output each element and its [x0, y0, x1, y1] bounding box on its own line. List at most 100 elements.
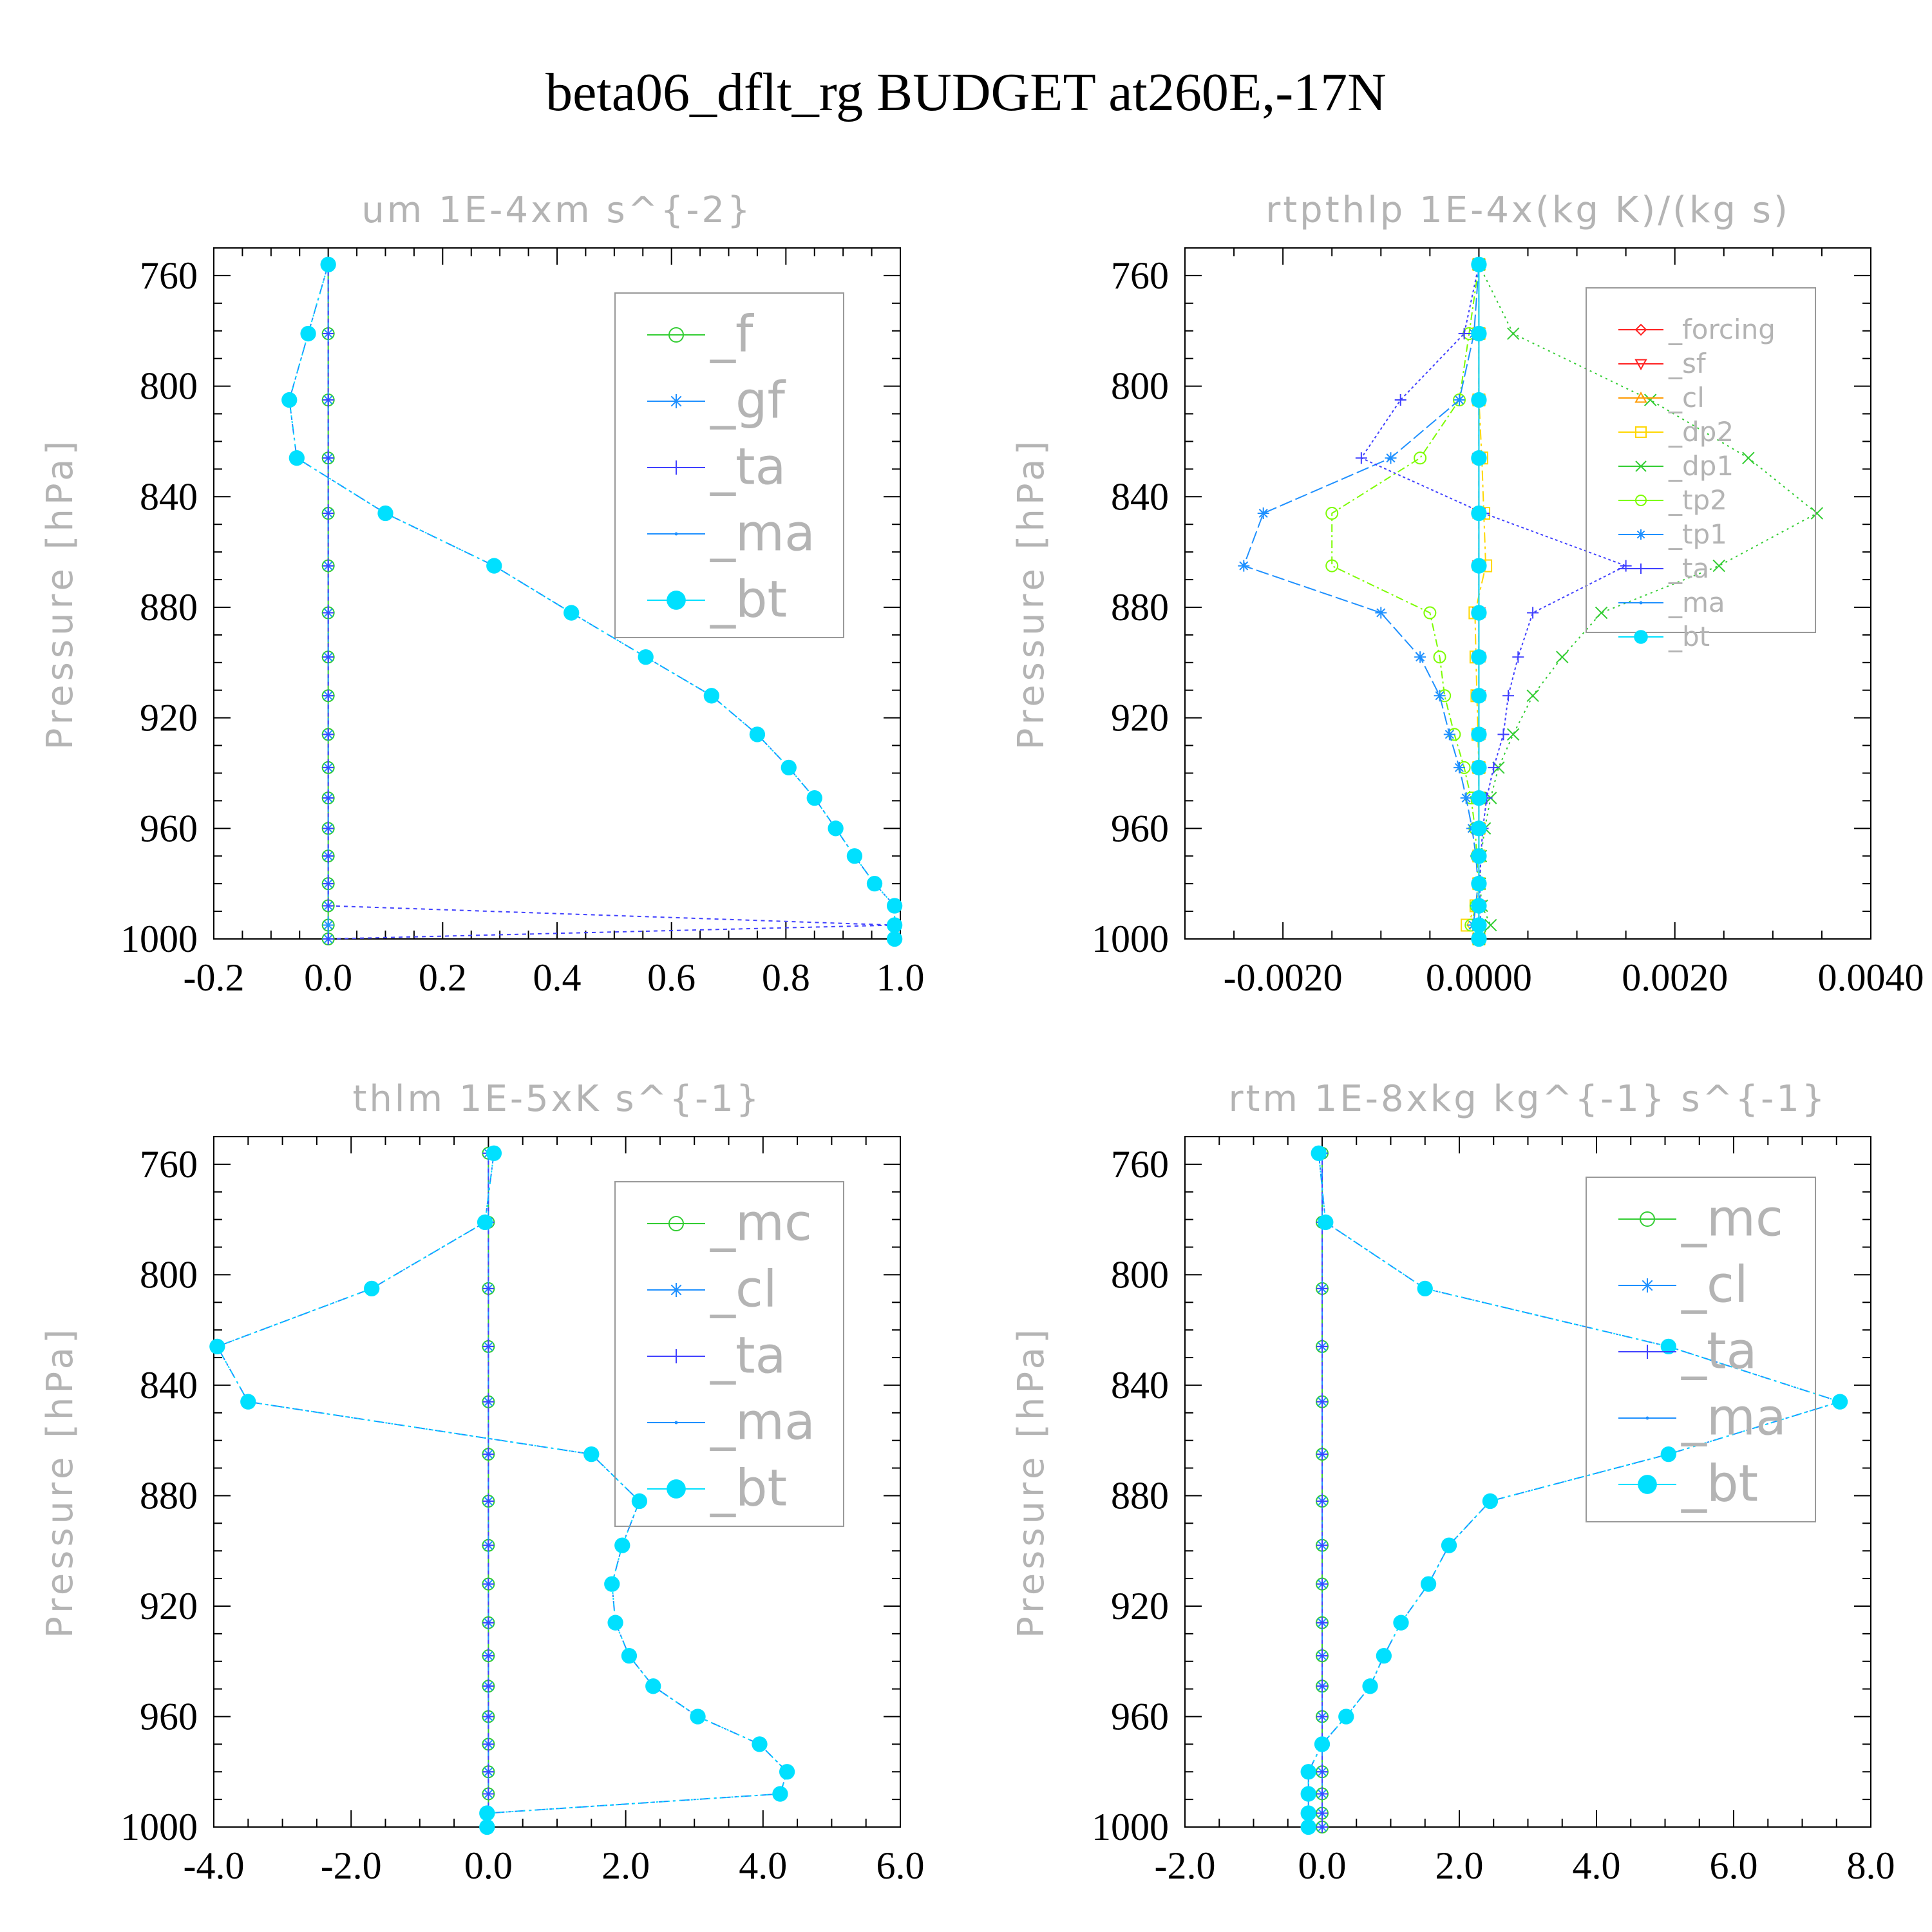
legend-label: _dp2: [1668, 416, 1734, 448]
marker-star: [1636, 529, 1646, 540]
legend-item: _ma: [1618, 1389, 1786, 1447]
legend: _mc _cl _ta _ma _bt: [1586, 1177, 1816, 1522]
series-dp1: [1472, 258, 1824, 945]
legend-item: _sf: [1618, 348, 1707, 379]
marker-x: [1556, 650, 1569, 663]
marker-filled-circle: [703, 688, 719, 704]
marker-filled-circle: [1471, 325, 1487, 342]
marker-plus: [322, 792, 334, 804]
x-tick-label: 0.0040: [1818, 956, 1924, 999]
marker-filled-circle: [1417, 1280, 1433, 1296]
marker-plus: [1316, 1821, 1328, 1833]
y-tick-label: 760: [1111, 1143, 1169, 1186]
marker-filled-circle: [1300, 1764, 1316, 1780]
y-tick-label: 840: [1111, 475, 1169, 518]
legend-label: _ma: [1681, 1389, 1786, 1447]
marker-filled-circle: [1300, 1786, 1316, 1802]
legend-item: _mc: [647, 1195, 812, 1253]
series-ma: [215, 1151, 789, 1829]
marker-circle: [1414, 451, 1427, 465]
x-tick-label: 0.8: [762, 956, 810, 999]
legend-label: _mc: [710, 1195, 812, 1253]
series-tp1: [1238, 258, 1485, 945]
series-bt: [1300, 1145, 1848, 1835]
marker-square: [1635, 426, 1647, 438]
marker-plus: [322, 560, 334, 572]
legend: _mc _cl _ta _ma _bt: [614, 1181, 844, 1527]
marker-filled-circle: [1471, 931, 1487, 947]
legend-item: _ta: [1618, 1323, 1757, 1381]
legend-label: _ta: [710, 439, 786, 497]
series-mc: [482, 1146, 495, 1833]
marker-filled-circle: [645, 1678, 661, 1694]
marker-dot: [1639, 601, 1643, 605]
marker-filled-circle: [1471, 790, 1487, 806]
y-axis-label: Pressure [hPa]: [1010, 1325, 1052, 1638]
series-ma: [287, 263, 896, 941]
marker-filled-circle: [1338, 1709, 1354, 1725]
y-tick-label: 1000: [1092, 1806, 1169, 1848]
marker-filled-circle: [1638, 1475, 1657, 1494]
x-tick-label: 0.0: [464, 1844, 513, 1887]
marker-plus: [1316, 1539, 1328, 1551]
marker-x: [1526, 689, 1539, 703]
legend-label: _bt: [1681, 1455, 1758, 1513]
x-tick-label: 2.0: [1435, 1844, 1484, 1887]
series-line: [216, 1153, 788, 1827]
marker-plus: [1502, 690, 1515, 702]
y-tick-label: 800: [140, 365, 198, 408]
marker-filled-circle: [1311, 1145, 1327, 1161]
marker-plus: [322, 850, 334, 862]
x-tick-label: 0.0: [1298, 1844, 1347, 1887]
marker-circle: [1423, 606, 1437, 620]
y-tick-label: 840: [140, 1364, 198, 1406]
legend-label: _cl: [710, 1261, 777, 1319]
marker-plus: [1355, 452, 1367, 464]
x-tick-label: -2.0: [1155, 1844, 1216, 1887]
y-tick-label: 1000: [1092, 918, 1169, 960]
x-tick-label: 2.0: [601, 1844, 650, 1887]
marker-plus: [1636, 564, 1646, 574]
legend-item: _ma: [647, 1394, 815, 1452]
marker-filled-circle: [621, 1647, 638, 1664]
x-tick-label: 0.0020: [1622, 956, 1728, 999]
legend-item: _ma: [647, 505, 815, 563]
panel-title: thlm 1E-5xK s^{-1}: [352, 1078, 761, 1120]
series-f: [321, 258, 335, 945]
marker-circle: [668, 327, 684, 343]
legend-label: _bt: [710, 571, 787, 629]
marker-filled-circle: [690, 1709, 706, 1725]
x-tick-label: 0.6: [647, 956, 696, 999]
marker-plus: [1316, 1680, 1328, 1692]
y-tick-label: 920: [140, 1585, 198, 1627]
marker-filled-circle: [1420, 1576, 1437, 1592]
x-tick-label: 6.0: [1710, 1844, 1758, 1887]
series-line: [1331, 264, 1480, 940]
y-tick-label: 800: [1111, 1253, 1169, 1296]
marker-filled-circle: [604, 1576, 620, 1592]
marker-plus: [322, 761, 334, 773]
figure-title: beta06_dflt_rg BUDGET at260E,-17N: [545, 62, 1387, 122]
marker-x: [1643, 393, 1657, 406]
marker-filled-circle: [300, 325, 316, 342]
marker-plus: [322, 507, 334, 520]
marker-filled-circle: [1318, 1214, 1334, 1231]
panel-4: rtm 1E-8xkg kg^{-1} s^{-1} Pressure [hPa]…: [1010, 1078, 1895, 1887]
marker-triangle-down: [1634, 359, 1647, 371]
marker-filled-circle: [886, 931, 903, 947]
marker-plus: [482, 1616, 495, 1629]
marker-circle: [1635, 495, 1647, 506]
series-bt: [281, 256, 903, 947]
marker-filled-circle: [614, 1537, 630, 1553]
marker-x: [1742, 451, 1755, 464]
marker-plus: [1316, 1578, 1328, 1590]
marker-star: [322, 919, 334, 931]
marker-plus: [669, 1349, 683, 1363]
legend-label: _f: [710, 306, 754, 364]
marker-filled-circle: [828, 820, 844, 837]
marker-plus: [482, 1788, 495, 1800]
marker-filled-circle: [1300, 1819, 1316, 1835]
legend-label: _ma: [710, 505, 815, 563]
marker-filled-circle: [607, 1615, 623, 1631]
marker-plus: [1316, 1448, 1328, 1461]
